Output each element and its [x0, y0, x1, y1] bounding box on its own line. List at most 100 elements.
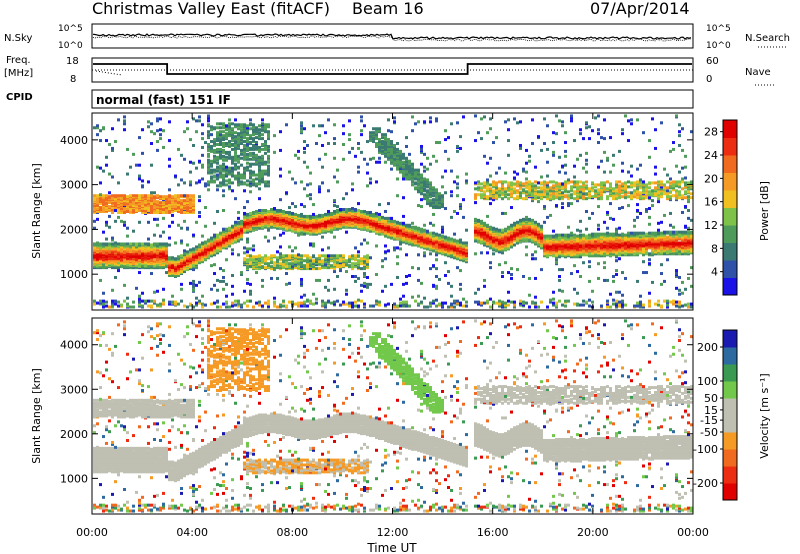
power-cell: [255, 177, 258, 181]
power-cell: [483, 190, 486, 194]
power-cell: [294, 266, 297, 270]
power-cell: [282, 217, 285, 221]
power-cell: [153, 258, 156, 262]
power-cell: [210, 302, 213, 306]
power-cell: [231, 248, 234, 252]
power-cell: [321, 165, 324, 169]
power-cell: [339, 267, 342, 271]
power-cell: [381, 218, 384, 222]
power-cell: [360, 209, 363, 213]
power-cell: [315, 142, 318, 146]
power-cell: [369, 131, 372, 135]
power-cell: [378, 203, 381, 207]
power-cell: [324, 212, 327, 216]
power-cell: [378, 303, 381, 307]
power-cell: [168, 188, 171, 192]
power-cell: [99, 206, 102, 210]
power-cell: [423, 223, 426, 227]
power-cell: [210, 180, 213, 184]
power-cell: [126, 296, 129, 300]
power-cell: [159, 259, 162, 263]
power-cell: [399, 242, 402, 246]
power-cell: [288, 170, 291, 174]
power-cell: [258, 259, 261, 263]
power-cell: [297, 149, 300, 153]
power-cell: [450, 169, 453, 173]
power-cell: [309, 171, 312, 175]
power-cell: [300, 124, 303, 128]
power-cell: [195, 301, 198, 305]
power-cell: [429, 185, 432, 189]
power-cell: [198, 243, 201, 247]
power-cell: [276, 256, 279, 260]
power-cell: [441, 301, 444, 305]
power-cell: [387, 216, 390, 220]
power-cell: [207, 158, 210, 162]
power-cell: [312, 124, 315, 128]
power-cell: [249, 254, 252, 258]
power-cell: [366, 256, 369, 260]
power-cell: [228, 169, 231, 173]
power-cell: [291, 177, 294, 181]
power-cell: [399, 297, 402, 301]
power-cell: [348, 304, 351, 308]
power-cell: [351, 254, 354, 258]
power-cell: [339, 212, 342, 216]
power-cell: [189, 194, 192, 198]
power-cell: [363, 238, 366, 242]
power-cell: [267, 302, 270, 306]
power-cell: [264, 235, 267, 239]
power-cell: [141, 184, 144, 188]
power-cell: [360, 150, 363, 154]
power-cell: [153, 299, 156, 303]
power-cell: [345, 219, 348, 223]
power-cell: [102, 302, 105, 306]
power-cell: [411, 183, 414, 187]
power-cell: [294, 212, 297, 216]
power-cell: [126, 242, 129, 246]
power-cell: [246, 281, 249, 285]
power-cell: [432, 205, 435, 209]
power-cell: [111, 203, 114, 207]
power-cell: [321, 254, 324, 258]
noise-tick-left-low: 10^0: [58, 41, 83, 51]
power-cell: [120, 203, 123, 207]
power-cell: [381, 215, 384, 219]
power-cell: [279, 208, 282, 212]
power-cell: [312, 254, 315, 258]
power-cell: [234, 303, 237, 307]
power-cell: [159, 207, 162, 211]
power-cell: [246, 157, 249, 161]
power-cell: [228, 156, 231, 160]
power-cell: [303, 140, 306, 144]
power-cell: [258, 225, 261, 229]
power-cell: [147, 242, 150, 246]
power-cell: [222, 287, 225, 291]
power-cell: [192, 282, 195, 286]
power-cell: [231, 181, 234, 185]
power-cell: [120, 242, 123, 246]
power-cell: [291, 300, 294, 304]
power-cell: [183, 130, 186, 134]
power-cell: [237, 137, 240, 141]
power-cell: [243, 181, 246, 185]
power-cell: [138, 194, 141, 198]
power-cell: [207, 123, 210, 127]
power-cell: [345, 292, 348, 296]
power-cell: [141, 128, 144, 132]
power-cell: [159, 257, 162, 261]
freq-tick-low: 8: [70, 74, 76, 85]
power-cell: [393, 302, 396, 306]
power-cell: [417, 302, 420, 306]
power-cell: [342, 208, 345, 212]
power-cell: [264, 301, 267, 305]
power-cell: [138, 297, 141, 301]
power-cell: [309, 197, 312, 201]
power-cell: [222, 142, 225, 146]
power-cell: [177, 255, 180, 259]
power-cell: [402, 282, 405, 286]
power-cell: [192, 143, 195, 147]
power-cell: [219, 126, 222, 130]
power-cell: [264, 262, 267, 266]
power-cell: [336, 168, 339, 172]
